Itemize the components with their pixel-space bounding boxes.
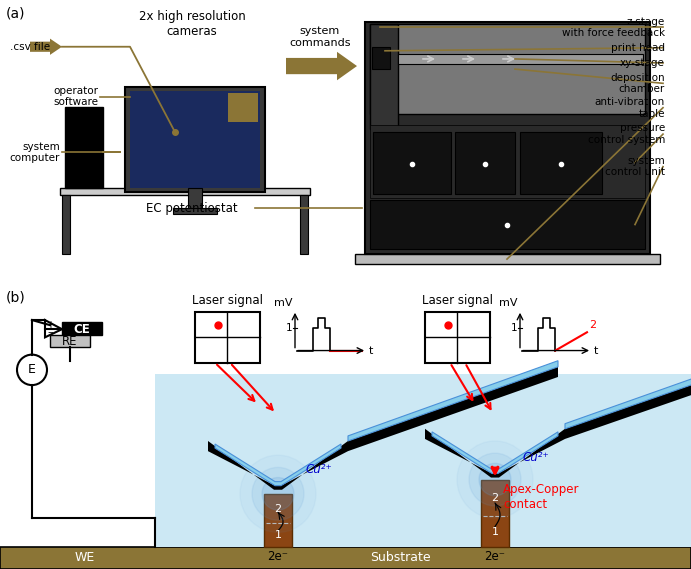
Text: z-stage
with force feedback: z-stage with force feedback xyxy=(562,17,665,38)
Bar xyxy=(398,54,643,64)
Text: deposition
chamber: deposition chamber xyxy=(610,72,665,94)
Polygon shape xyxy=(565,369,691,429)
Text: t: t xyxy=(594,345,598,356)
Text: operator
software: operator software xyxy=(53,86,98,108)
Bar xyxy=(365,22,650,254)
Bar xyxy=(60,188,310,195)
Bar xyxy=(520,132,602,194)
Bar xyxy=(300,195,308,254)
Text: Substrate: Substrate xyxy=(370,551,430,564)
Circle shape xyxy=(240,455,316,533)
Circle shape xyxy=(252,467,304,520)
Text: Cu²⁺: Cu²⁺ xyxy=(306,463,333,476)
Bar xyxy=(62,195,70,254)
Polygon shape xyxy=(348,367,558,451)
Text: system
commands: system commands xyxy=(290,26,351,48)
Polygon shape xyxy=(30,39,62,55)
Bar xyxy=(173,208,217,215)
Circle shape xyxy=(479,463,511,496)
Circle shape xyxy=(17,354,47,385)
Bar xyxy=(383,374,691,547)
Bar xyxy=(195,312,260,363)
Text: WE: WE xyxy=(75,551,95,564)
Polygon shape xyxy=(565,375,691,439)
Text: print head: print head xyxy=(611,43,665,53)
Polygon shape xyxy=(45,320,62,337)
Bar xyxy=(65,107,103,188)
Circle shape xyxy=(469,453,521,506)
Text: system
computer: system computer xyxy=(10,142,60,163)
Text: 1: 1 xyxy=(511,323,517,333)
Text: CE: CE xyxy=(74,323,91,336)
Text: Apex-Copper
contact: Apex-Copper contact xyxy=(503,483,580,510)
Text: E: E xyxy=(28,364,36,376)
Text: Laser signal: Laser signal xyxy=(422,294,493,307)
Circle shape xyxy=(262,477,294,510)
Bar xyxy=(130,92,260,188)
Text: (a): (a) xyxy=(6,6,26,20)
Text: 2x high resolution
cameras: 2x high resolution cameras xyxy=(139,10,245,38)
Text: (b): (b) xyxy=(6,291,26,304)
Text: 1: 1 xyxy=(274,530,281,540)
Bar xyxy=(425,312,490,363)
Bar xyxy=(370,24,645,114)
Text: mV: mV xyxy=(274,298,293,308)
Polygon shape xyxy=(208,441,348,490)
Bar xyxy=(264,494,292,547)
Text: 2e⁻: 2e⁻ xyxy=(484,550,506,563)
Bar xyxy=(370,200,645,249)
Text: 2e⁻: 2e⁻ xyxy=(267,550,289,563)
Text: +: + xyxy=(46,320,54,330)
Bar xyxy=(50,335,90,348)
Polygon shape xyxy=(215,444,341,486)
Text: t: t xyxy=(369,345,373,356)
Text: RE: RE xyxy=(62,335,78,348)
Bar xyxy=(370,24,398,129)
Bar xyxy=(455,132,515,194)
Bar xyxy=(228,93,258,122)
Text: 2: 2 xyxy=(491,493,499,504)
Bar xyxy=(372,47,390,69)
Text: 2: 2 xyxy=(589,320,596,330)
Bar xyxy=(62,322,102,335)
Bar xyxy=(373,132,451,194)
Text: xy-stage: xy-stage xyxy=(620,58,665,68)
Polygon shape xyxy=(348,361,558,441)
Bar xyxy=(370,125,645,198)
Text: 1: 1 xyxy=(491,527,498,537)
Bar xyxy=(125,88,265,192)
Text: .csv file: .csv file xyxy=(10,42,50,52)
Text: system
control unit: system control unit xyxy=(605,156,665,178)
Bar xyxy=(355,254,660,264)
Bar xyxy=(155,374,383,547)
Text: mV: mV xyxy=(500,298,518,308)
Polygon shape xyxy=(286,52,357,80)
Bar xyxy=(0,547,691,569)
Text: 1: 1 xyxy=(285,323,292,333)
Text: 2: 2 xyxy=(274,504,281,514)
Text: Cu²⁺: Cu²⁺ xyxy=(523,451,550,464)
Text: –: – xyxy=(47,327,53,337)
Text: anti-vibration
table: anti-vibration table xyxy=(595,97,665,118)
Text: EC potentiostat: EC potentiostat xyxy=(146,202,238,215)
Polygon shape xyxy=(432,432,558,473)
Polygon shape xyxy=(425,429,565,477)
Text: pressure
control system: pressure control system xyxy=(587,123,665,145)
Circle shape xyxy=(457,441,533,518)
Bar xyxy=(481,480,509,547)
Bar xyxy=(188,188,202,211)
Text: Laser signal: Laser signal xyxy=(192,294,263,307)
